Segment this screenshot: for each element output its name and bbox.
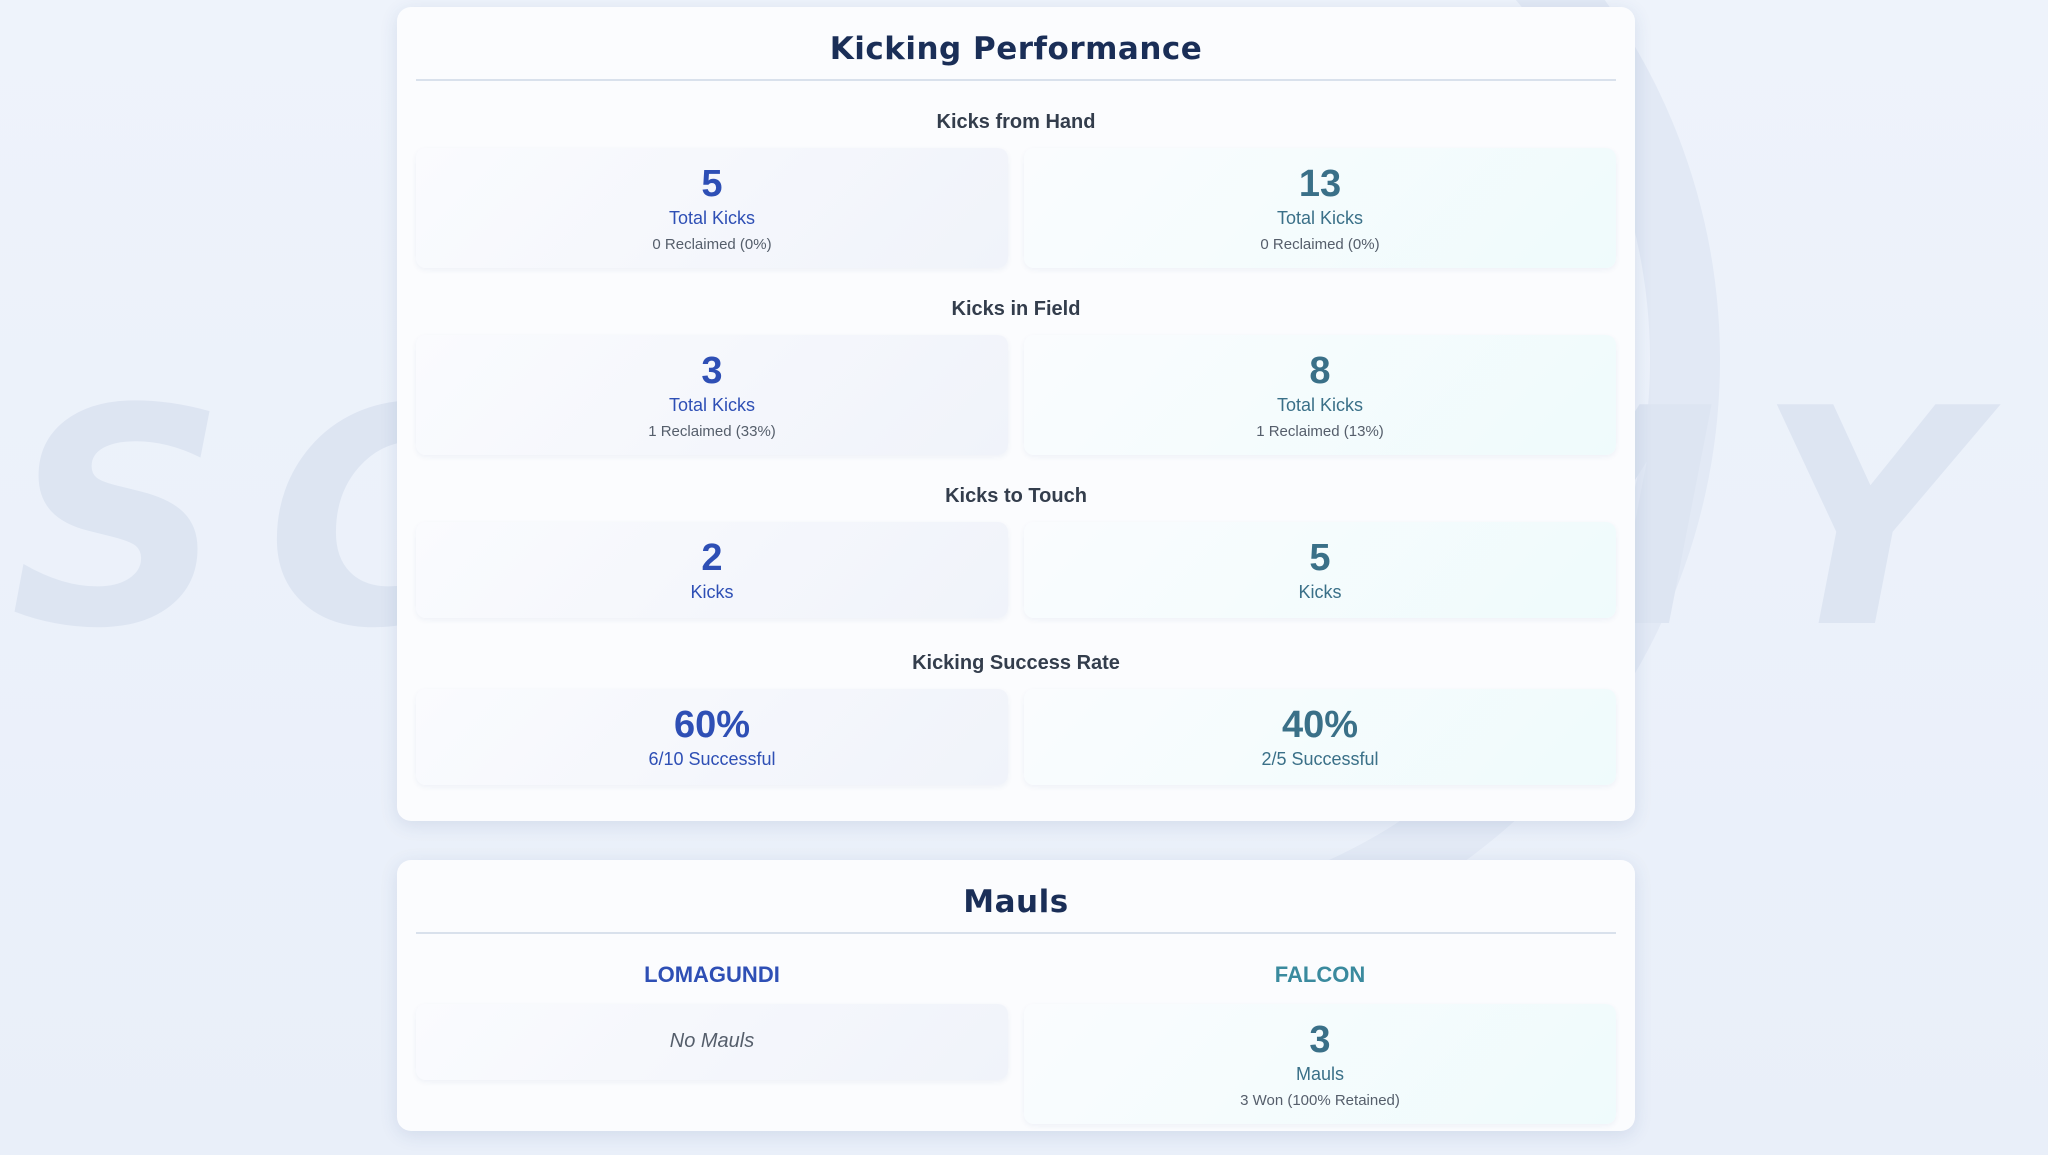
stat-sub: 0 Reclaimed (0%) <box>652 236 772 253</box>
kicking-performance-title: Kicking Performance <box>416 7 1616 81</box>
stat-label: Total Kicks <box>668 208 756 228</box>
stat-label: Total Kicks <box>1276 395 1364 415</box>
kicking-success-rate-away: 40% 2/5 Successful <box>1024 689 1616 785</box>
stat-sub: 3 Won (100% Retained) <box>1240 1092 1400 1109</box>
stat-label: Mauls <box>1295 1064 1344 1084</box>
mauls-home: No Mauls <box>416 1004 1008 1080</box>
kicks-to-touch-home: 2 Kicks <box>416 522 1008 618</box>
kicks-in-field-home: 3 Total Kicks 1 Reclaimed (33%) <box>416 335 1008 455</box>
stat-value: 40% <box>1281 704 1359 746</box>
kicks-to-touch-row: 2 Kicks 5 Kicks <box>416 522 1616 618</box>
kicking-success-rate-title: Kicking Success Rate <box>912 652 1120 674</box>
kicks-to-touch-away: 5 Kicks <box>1024 522 1616 618</box>
kicks-from-hand-away: 13 Total Kicks 0 Reclaimed (0%) <box>1024 148 1616 268</box>
mauls-title: Mauls <box>416 860 1616 934</box>
team-name-home: LOMAGUNDI <box>644 962 780 987</box>
stat-label: 2/5 Successful <box>1261 749 1379 769</box>
kicking-performance-card: Kicking Performance Kicks from Hand 5 To… <box>397 7 1635 821</box>
mauls-away: 3 Mauls 3 Won (100% Retained) <box>1024 1004 1616 1124</box>
stat-value: 2 <box>701 537 723 579</box>
stat-label: Total Kicks <box>668 395 756 415</box>
kicks-from-hand-row: 5 Total Kicks 0 Reclaimed (0%) 13 Total … <box>416 148 1616 268</box>
mauls-card: Mauls LOMAGUNDI FALCON No Mauls 3 Mauls … <box>397 860 1635 1131</box>
team-name-away: FALCON <box>1274 962 1366 987</box>
kicks-to-touch-title: Kicks to Touch <box>945 485 1087 507</box>
stat-value: 8 <box>1309 350 1331 392</box>
kicking-success-rate-row: 60% 6/10 Successful 40% 2/5 Successful <box>416 689 1616 785</box>
stat-value: 3 <box>701 350 723 392</box>
stat-value: 5 <box>1309 537 1331 579</box>
kicking-success-rate-home: 60% 6/10 Successful <box>416 689 1008 785</box>
stat-value: 13 <box>1298 163 1342 205</box>
mauls-teams-row: LOMAGUNDI FALCON <box>416 934 1616 1004</box>
kicks-in-field-row: 3 Total Kicks 1 Reclaimed (33%) 8 Total … <box>416 335 1616 455</box>
kicks-in-field-title: Kicks in Field <box>951 298 1081 320</box>
kicks-from-hand-home: 5 Total Kicks 0 Reclaimed (0%) <box>416 148 1008 268</box>
stat-sub: 0 Reclaimed (0%) <box>1260 236 1380 253</box>
stat-value: 5 <box>701 163 723 205</box>
stat-sub: 1 Reclaimed (33%) <box>648 423 776 440</box>
stat-sub: 1 Reclaimed (13%) <box>1256 423 1384 440</box>
stat-label: Total Kicks <box>1276 208 1364 228</box>
stat-label: Kicks <box>690 582 734 602</box>
stat-label: 6/10 Successful <box>648 749 776 769</box>
stat-value: 3 <box>1309 1019 1331 1061</box>
stat-label: Kicks <box>1298 582 1342 602</box>
mauls-stats-row: No Mauls 3 Mauls 3 Won (100% Retained) <box>416 1004 1616 1124</box>
kicks-from-hand-title: Kicks from Hand <box>936 111 1096 133</box>
no-mauls-text: No Mauls <box>669 1030 755 1052</box>
kicks-in-field-away: 8 Total Kicks 1 Reclaimed (13%) <box>1024 335 1616 455</box>
stat-value: 60% <box>673 704 751 746</box>
